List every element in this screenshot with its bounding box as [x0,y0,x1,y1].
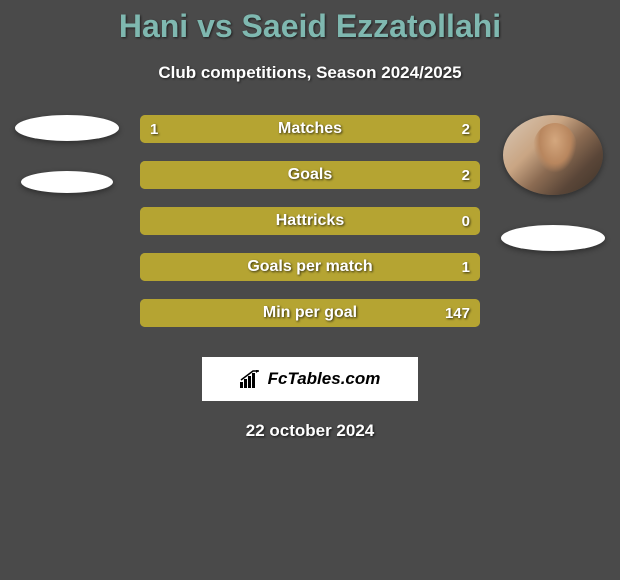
bar-value-right: 147 [445,305,470,322]
bar-value-right: 0 [462,213,470,230]
stat-bar: Matches12 [140,115,480,143]
left-player-badge-1 [15,115,119,141]
page-title: Hani vs Saeid Ezzatollahi [0,8,620,45]
left-player-badge-2 [21,171,113,193]
bar-fill-right [140,207,480,235]
date-label: 22 october 2024 [0,421,620,441]
logo-text: FcTables.com [268,369,381,389]
stat-bar: Min per goal147 [140,299,480,327]
bar-fill-right [140,253,480,281]
left-player-col [12,115,122,193]
comparison-card: Hani vs Saeid Ezzatollahi Club competiti… [0,0,620,441]
bar-value-right: 1 [462,259,470,276]
right-player-col [498,115,608,251]
bar-value-right: 2 [462,167,470,184]
stat-bar: Goals2 [140,161,480,189]
stat-bars: Matches12Goals2Hattricks0Goals per match… [140,115,480,327]
right-player-avatar [503,115,603,195]
bar-value-right: 2 [462,121,470,138]
bar-fill-right [252,115,480,143]
bar-fill-right [140,161,480,189]
logo-box: FcTables.com [202,357,418,401]
bar-value-left: 1 [150,121,158,138]
stat-bar: Goals per match1 [140,253,480,281]
subtitle: Club competitions, Season 2024/2025 [0,63,620,83]
bar-fill-right [140,299,480,327]
main-row: Matches12Goals2Hattricks0Goals per match… [0,115,620,327]
fctables-logo-icon [240,370,262,388]
stat-bar: Hattricks0 [140,207,480,235]
right-player-badge [501,225,605,251]
